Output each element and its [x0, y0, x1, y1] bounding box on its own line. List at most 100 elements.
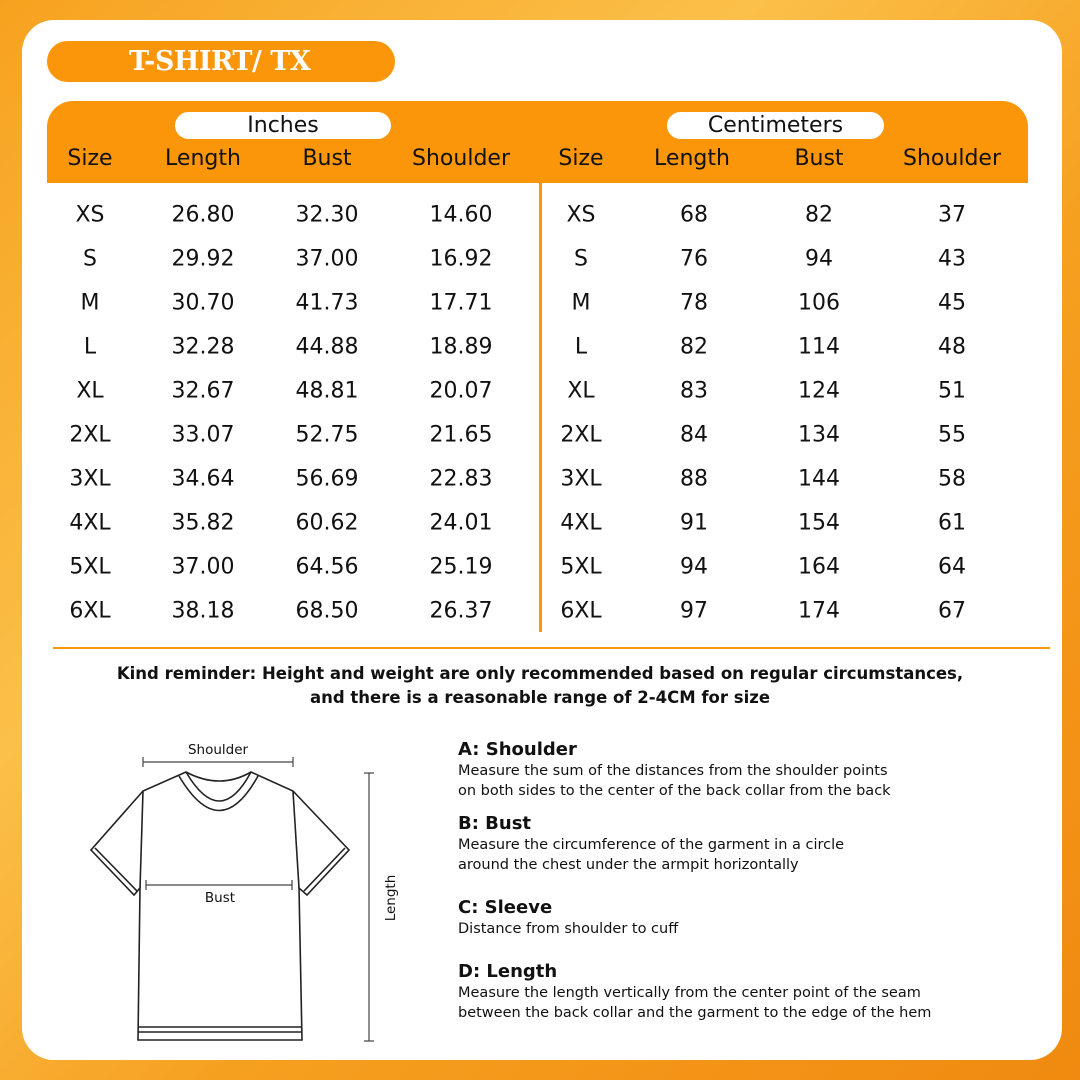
cell-length-in: 34.64	[171, 466, 235, 492]
cell-bust-in: 41.73	[295, 290, 359, 316]
cell-bust-cm: 94	[805, 246, 833, 272]
cell-length-cm: 91	[680, 510, 708, 536]
cell-size: XL	[76, 378, 104, 404]
kind-reminder: Kind reminder: Height and weight are onl…	[60, 662, 1020, 710]
cell-bust-cm: 114	[798, 334, 840, 360]
cell-bust-cm: 154	[798, 510, 840, 536]
cell-shoulder-cm: 51	[938, 378, 966, 404]
cell-shoulder-cm: 64	[938, 554, 966, 580]
cell-length-cm: 97	[680, 598, 708, 624]
centimeters-label: Centimeters	[667, 112, 884, 139]
cell-size: 6XL	[560, 598, 602, 624]
cell-size: XS	[566, 202, 596, 228]
cell-length-in: 30.70	[171, 290, 235, 316]
col-size-cm: Size	[558, 146, 604, 171]
cell-shoulder-cm: 45	[938, 290, 966, 316]
cell-shoulder-in: 17.71	[429, 290, 493, 316]
cell-shoulder-cm: 58	[938, 466, 966, 492]
col-length-in: Length	[165, 146, 241, 171]
cell-size: 4XL	[560, 510, 602, 536]
column-divider	[539, 183, 542, 632]
cell-bust-cm: 164	[798, 554, 840, 580]
cell-size: 2XL	[560, 422, 602, 448]
definition-title: D: Length	[458, 961, 558, 982]
definition-title: A: Shoulder	[458, 739, 577, 760]
col-shoulder-in: Shoulder	[412, 146, 510, 171]
product-title: T-SHIRT/ TX	[47, 41, 395, 82]
cell-size: 5XL	[560, 554, 602, 580]
cell-length-cm: 82	[680, 334, 708, 360]
cell-length-in: 29.92	[171, 246, 235, 272]
cell-size: S	[83, 246, 97, 272]
definition-text: on both sides to the center of the back …	[458, 783, 891, 799]
shoulder-measure-label: Shoulder	[188, 742, 249, 758]
cell-length-in: 32.67	[171, 378, 235, 404]
cell-length-in: 33.07	[171, 422, 235, 448]
cell-size: S	[574, 246, 588, 272]
cell-size: 3XL	[69, 466, 111, 492]
cell-length-cm: 88	[680, 466, 708, 492]
cell-bust-cm: 106	[798, 290, 840, 316]
cell-bust-cm: 124	[798, 378, 840, 404]
cell-shoulder-in: 22.83	[429, 466, 493, 492]
section-divider	[53, 647, 1050, 649]
cell-size: XL	[567, 378, 595, 404]
cell-length-in: 37.00	[171, 554, 235, 580]
cell-length-in: 26.80	[171, 202, 235, 228]
cell-size: XS	[75, 202, 105, 228]
definition-text: Measure the circumference of the garment…	[458, 837, 845, 853]
cell-length-cm: 84	[680, 422, 708, 448]
cell-bust-in: 64.56	[295, 554, 359, 580]
cell-shoulder-in: 18.89	[429, 334, 493, 360]
definition-item: D: Length Measure the length vertically f…	[458, 961, 1058, 1023]
cell-size: L	[83, 334, 97, 360]
definition-item: B: Bust Measure the circumference of the …	[458, 813, 1058, 875]
cell-length-cm: 78	[680, 290, 708, 316]
cell-bust-in: 37.00	[295, 246, 359, 272]
cell-shoulder-in: 20.07	[429, 378, 493, 404]
cell-length-cm: 68	[680, 202, 708, 228]
cell-shoulder-in: 14.60	[429, 202, 493, 228]
cell-size: 3XL	[560, 466, 602, 492]
tshirt-diagram: Shoulder Bust Length	[89, 742, 399, 1042]
cell-bust-cm: 174	[798, 598, 840, 624]
cell-bust-in: 68.50	[295, 598, 359, 624]
definition-title: B: Bust	[458, 813, 532, 834]
cell-shoulder-cm: 48	[938, 334, 966, 360]
cell-size: 4XL	[69, 510, 111, 536]
definition-text: Distance from shoulder to cuff	[458, 921, 679, 937]
measurement-definitions: A: Shoulder Measure the sum of the distan…	[458, 739, 1058, 1023]
col-bust-in: Bust	[302, 146, 352, 171]
definition-text: between the back collar and the garment …	[458, 1005, 932, 1021]
reminder-line-1: Kind reminder: Height and weight are onl…	[116, 664, 964, 683]
definition-item: C: Sleeve Distance from shoulder to cuff	[458, 897, 1058, 939]
cell-bust-in: 32.30	[295, 202, 359, 228]
length-measure-label: Length	[383, 875, 399, 922]
inches-label: Inches	[175, 112, 391, 139]
cell-bust-cm: 134	[798, 422, 840, 448]
cell-size: M	[571, 290, 591, 316]
cell-shoulder-in: 25.19	[429, 554, 493, 580]
cell-bust-in: 44.88	[295, 334, 359, 360]
cell-length-in: 38.18	[171, 598, 235, 624]
cell-bust-cm: 144	[798, 466, 840, 492]
cell-shoulder-in: 26.37	[429, 598, 493, 624]
cell-length-cm: 76	[680, 246, 708, 272]
definition-item: A: Shoulder Measure the sum of the distan…	[458, 739, 1058, 801]
reminder-line-2: and there is a reasonable range of 2-4CM…	[309, 688, 771, 707]
cell-shoulder-in: 16.92	[429, 246, 493, 272]
cell-size: 6XL	[69, 598, 111, 624]
cell-shoulder-cm: 67	[938, 598, 966, 624]
cell-size: 2XL	[69, 422, 111, 448]
definition-text: Measure the length vertically from the c…	[458, 985, 921, 1001]
cell-bust-in: 60.62	[295, 510, 359, 536]
cell-length-cm: 83	[680, 378, 708, 404]
cell-size: L	[574, 334, 588, 360]
cell-bust-in: 52.75	[295, 422, 359, 448]
bust-measure-label: Bust	[205, 890, 235, 906]
cell-length-cm: 94	[680, 554, 708, 580]
cell-shoulder-cm: 43	[938, 246, 966, 272]
cell-bust-in: 48.81	[295, 378, 359, 404]
cell-bust-in: 56.69	[295, 466, 359, 492]
col-shoulder-cm: Shoulder	[903, 146, 1001, 171]
